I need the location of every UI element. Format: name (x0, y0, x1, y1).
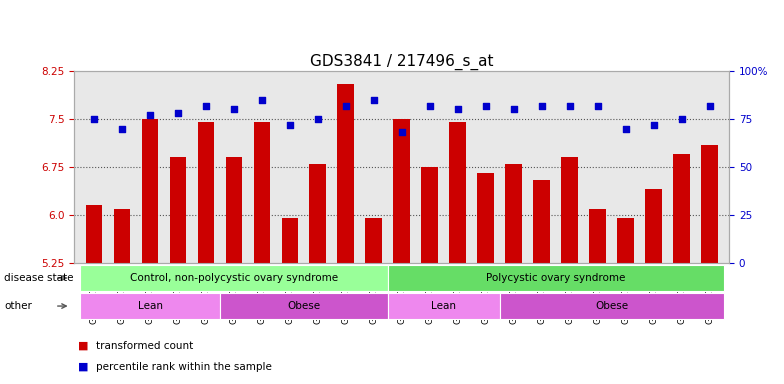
Bar (310, 164, 326, 263)
Point (535, 103, 548, 109)
Bar (645, 189, 662, 263)
Point (703, 103, 716, 109)
Point (143, 112, 156, 118)
Point (619, 126, 632, 132)
Point (227, 106, 240, 113)
Text: Lean: Lean (137, 301, 162, 311)
Bar (673, 154, 690, 263)
Bar (394, 119, 410, 263)
Point (480, 103, 492, 109)
Bar (198, 122, 214, 263)
Text: disease state: disease state (4, 273, 74, 283)
Text: Obese: Obese (595, 301, 628, 311)
Text: Obese: Obese (287, 301, 321, 311)
Bar (114, 209, 130, 263)
Bar (590, 209, 606, 263)
Point (423, 103, 436, 109)
Title: GDS3841 / 217496_s_at: GDS3841 / 217496_s_at (310, 53, 494, 70)
Bar (533, 180, 550, 263)
Point (256, 97, 268, 103)
Bar (506, 164, 522, 263)
Point (311, 116, 324, 122)
Bar (253, 122, 270, 263)
Point (591, 103, 604, 109)
Text: percentile rank within the sample: percentile rank within the sample (96, 362, 272, 372)
Point (564, 103, 576, 109)
Bar (281, 218, 298, 263)
Text: Polycystic ovary syndrome: Polycystic ovary syndrome (486, 273, 626, 283)
Point (452, 106, 464, 113)
Text: transformed count: transformed count (96, 341, 194, 351)
Bar (477, 174, 494, 263)
Point (200, 103, 212, 109)
Point (395, 129, 408, 136)
Bar (617, 218, 634, 263)
Bar (337, 84, 354, 263)
Bar (701, 145, 718, 263)
Point (339, 103, 352, 109)
Point (88, 116, 100, 122)
Bar (561, 157, 578, 263)
Point (368, 97, 380, 103)
Bar (365, 218, 383, 263)
Text: Control, non-polycystic ovary syndrome: Control, non-polycystic ovary syndrome (130, 273, 338, 283)
Bar (142, 119, 158, 263)
Text: ■: ■ (78, 362, 89, 372)
Bar (169, 157, 187, 263)
Point (284, 122, 296, 128)
Bar (421, 167, 438, 263)
Text: Lean: Lean (431, 301, 456, 311)
Point (172, 110, 184, 116)
Bar (226, 157, 242, 263)
Point (675, 116, 688, 122)
Text: other: other (4, 301, 32, 311)
Point (507, 106, 520, 113)
Point (648, 122, 660, 128)
Bar (449, 122, 466, 263)
Bar (85, 205, 103, 263)
Point (116, 126, 129, 132)
Text: ■: ■ (78, 341, 89, 351)
